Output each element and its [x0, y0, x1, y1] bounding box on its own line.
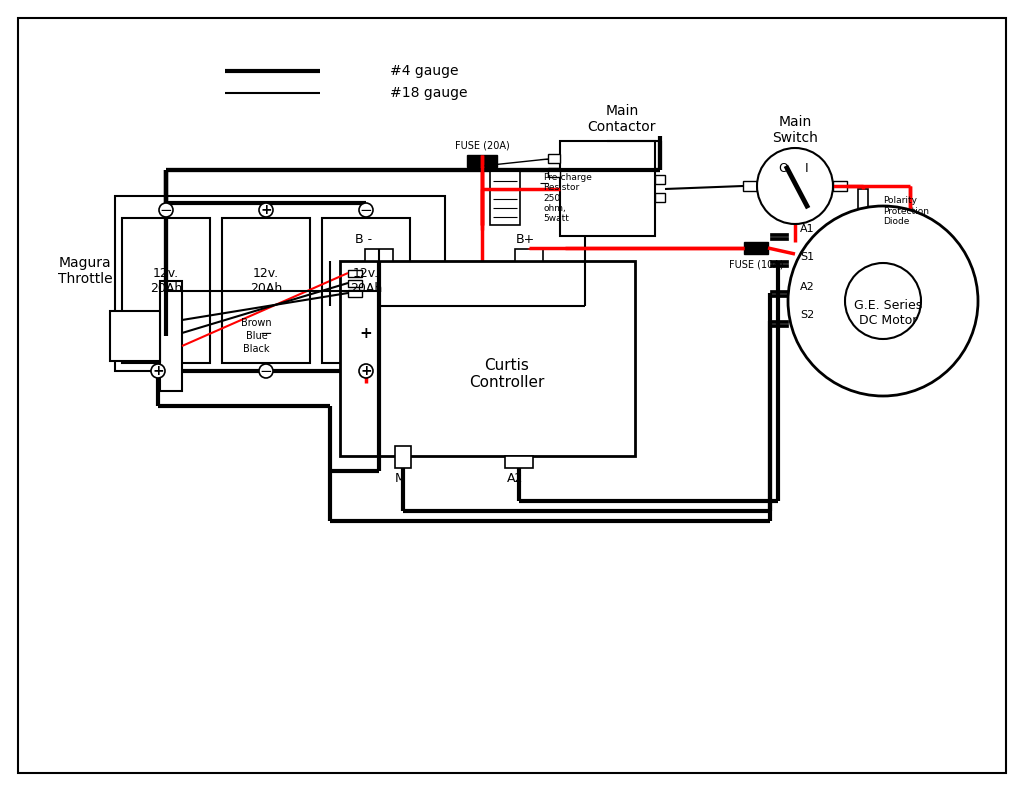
- Text: +: +: [360, 364, 372, 378]
- Text: 12v.
20Ah: 12v. 20Ah: [250, 267, 283, 295]
- Bar: [548, 168, 560, 177]
- Bar: [744, 242, 768, 254]
- Circle shape: [151, 364, 165, 378]
- Text: Curtis
Controller: Curtis Controller: [469, 358, 545, 390]
- Circle shape: [845, 263, 921, 339]
- Bar: [770, 260, 788, 263]
- Text: Polarity
Protection
Diode: Polarity Protection Diode: [883, 196, 929, 226]
- Bar: [490, 170, 520, 225]
- Bar: [770, 324, 788, 327]
- Text: #4 gauge: #4 gauge: [390, 64, 459, 78]
- Bar: [770, 237, 788, 240]
- Bar: [160, 281, 182, 391]
- Circle shape: [757, 148, 833, 224]
- Bar: [222, 218, 310, 363]
- Bar: [340, 261, 635, 456]
- Bar: [395, 446, 411, 468]
- Text: Blue: Blue: [246, 331, 267, 341]
- Text: −: −: [260, 364, 272, 379]
- Bar: [505, 456, 534, 468]
- Text: −: −: [260, 326, 272, 340]
- Circle shape: [788, 206, 978, 396]
- Circle shape: [159, 203, 173, 217]
- Bar: [110, 311, 160, 361]
- Bar: [322, 218, 410, 363]
- Text: M: M: [394, 471, 406, 485]
- Text: S1: S1: [800, 252, 814, 262]
- Text: +: +: [153, 364, 164, 378]
- Bar: [548, 154, 560, 163]
- Text: Main
Switch: Main Switch: [772, 115, 818, 145]
- Bar: [560, 141, 655, 236]
- Text: I: I: [805, 161, 809, 175]
- Text: −: −: [359, 202, 373, 218]
- Text: A1: A1: [800, 224, 815, 234]
- Bar: [348, 290, 362, 297]
- Text: Magura
Throttle: Magura Throttle: [57, 256, 113, 286]
- Text: 12v.
20Ah: 12v. 20Ah: [150, 267, 182, 295]
- Bar: [833, 181, 847, 191]
- Bar: [770, 320, 788, 323]
- Circle shape: [359, 364, 373, 378]
- Text: #18 gauge: #18 gauge: [390, 86, 468, 100]
- Text: S2: S2: [800, 310, 814, 320]
- Bar: [467, 155, 497, 167]
- Text: B+: B+: [515, 233, 535, 245]
- Circle shape: [259, 203, 273, 217]
- Text: Main
Contactor: Main Contactor: [588, 104, 656, 134]
- Text: B -: B -: [355, 233, 372, 245]
- Text: O: O: [778, 161, 787, 175]
- Bar: [348, 280, 362, 287]
- Bar: [770, 294, 788, 297]
- Text: G.E. Series
DC Motor: G.E. Series DC Motor: [854, 299, 923, 327]
- Bar: [655, 193, 665, 202]
- Bar: [365, 249, 393, 261]
- Bar: [770, 233, 788, 236]
- Bar: [858, 189, 868, 233]
- Bar: [115, 196, 445, 371]
- Text: −: −: [160, 202, 172, 218]
- Bar: [743, 181, 757, 191]
- Text: 12v.
20Ah: 12v. 20Ah: [350, 267, 382, 295]
- Text: Black: Black: [244, 344, 270, 354]
- Bar: [348, 270, 362, 277]
- Bar: [515, 249, 543, 261]
- Bar: [770, 264, 788, 267]
- Bar: [655, 175, 665, 184]
- Text: +: +: [359, 326, 373, 340]
- Text: A2: A2: [507, 471, 523, 485]
- Text: FUSE (10A): FUSE (10A): [729, 259, 783, 269]
- Circle shape: [259, 364, 273, 378]
- Text: +: +: [260, 203, 271, 217]
- Text: A2: A2: [800, 282, 815, 292]
- Text: FUSE (20A): FUSE (20A): [455, 140, 509, 150]
- Text: Brown: Brown: [242, 318, 272, 328]
- Text: Pre-charge
Resistor
250
ohm,
5watt: Pre-charge Resistor 250 ohm, 5watt: [543, 172, 592, 223]
- Circle shape: [359, 203, 373, 217]
- Bar: [122, 218, 210, 363]
- Bar: [770, 290, 788, 293]
